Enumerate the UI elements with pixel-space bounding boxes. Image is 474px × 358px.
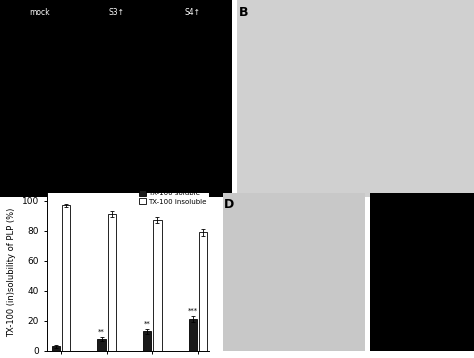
Bar bbox=[62, 205, 70, 351]
Bar bbox=[98, 339, 106, 351]
Legend: TX-100 soluble, TX-100 insoluble: TX-100 soluble, TX-100 insoluble bbox=[137, 189, 208, 206]
Text: E: E bbox=[371, 198, 379, 211]
Text: **: ** bbox=[98, 329, 105, 335]
Bar bbox=[52, 346, 60, 351]
Text: mock: mock bbox=[29, 8, 50, 17]
Bar bbox=[189, 319, 197, 351]
Text: S3↑: S3↑ bbox=[108, 8, 124, 17]
Text: D: D bbox=[224, 198, 235, 211]
Text: B: B bbox=[239, 6, 249, 19]
Text: S4↑: S4↑ bbox=[185, 8, 201, 17]
Bar bbox=[143, 332, 152, 351]
Y-axis label: TX-100 (in)solubility of PLP (%): TX-100 (in)solubility of PLP (%) bbox=[7, 207, 16, 337]
Text: A: A bbox=[2, 6, 12, 19]
Text: C: C bbox=[2, 184, 11, 197]
Bar bbox=[199, 232, 207, 351]
Text: **: ** bbox=[144, 321, 151, 327]
Bar bbox=[108, 214, 116, 351]
Bar bbox=[153, 220, 162, 351]
Text: ***: *** bbox=[188, 308, 198, 314]
